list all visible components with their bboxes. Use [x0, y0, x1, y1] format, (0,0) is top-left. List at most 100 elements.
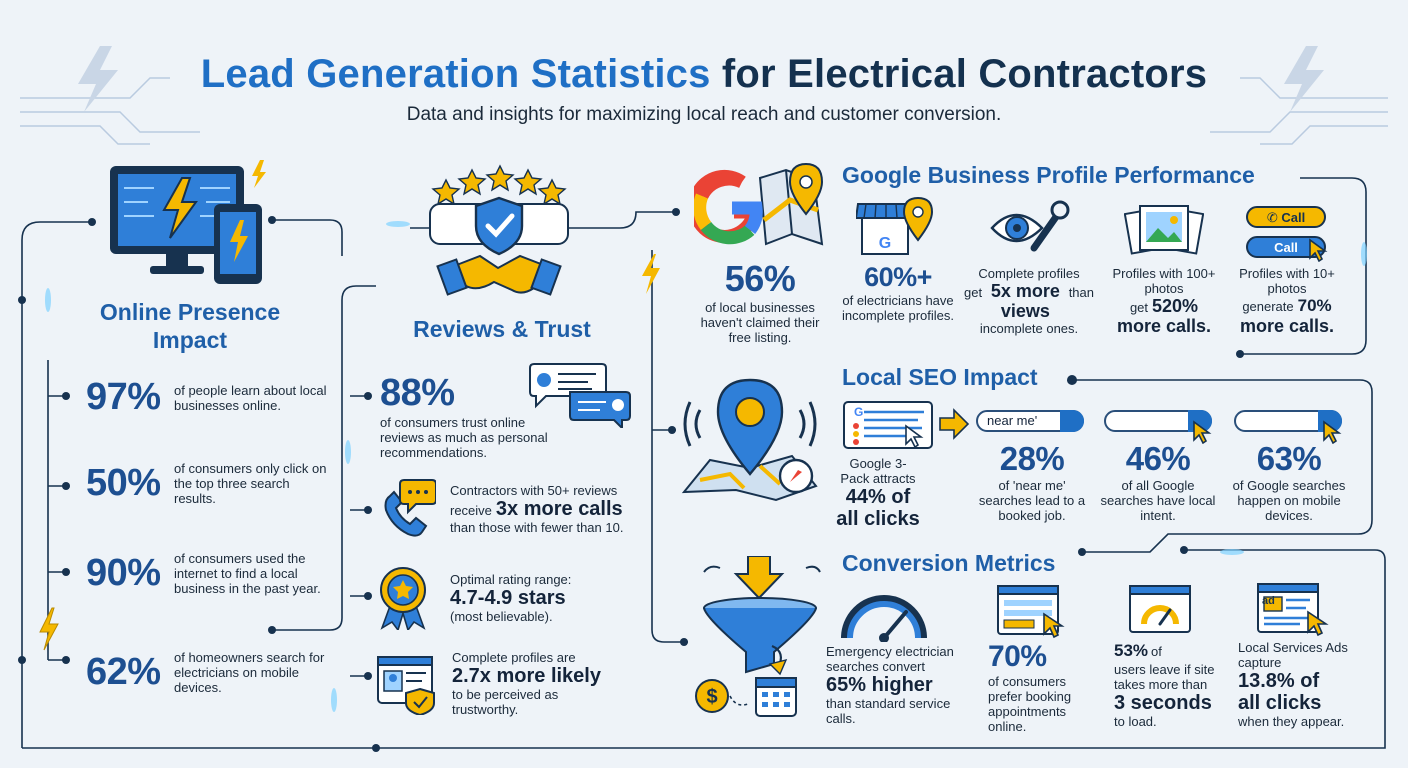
- stat-value: 63%: [1256, 440, 1322, 477]
- gbp-views-highlight: 5x more views: [990, 281, 1060, 321]
- stat-text: of local businesses haven't claimed thei…: [700, 300, 820, 345]
- stat-value: 97%: [86, 376, 161, 418]
- stat-text: of 'near me' searches lead to a booked j…: [978, 478, 1086, 523]
- near-me-search-box: near me': [976, 410, 1084, 432]
- cursor-icon: [1323, 420, 1342, 444]
- stat-97: 97% of people learn about local business…: [86, 376, 334, 419]
- rating-highlight: 4.7-4.9 stars: [450, 587, 566, 609]
- stat-value: 50%: [86, 462, 161, 504]
- conversion-funnel-icon: $: [695, 556, 821, 717]
- google-3pack-stat: Google 3-Pack attracts 44% of all clicks: [836, 456, 920, 530]
- conversion-title: Conversion Metrics: [842, 550, 1056, 576]
- mobile-search-box: [1234, 410, 1342, 432]
- complete-highlight: 2.7x more likely: [452, 665, 601, 687]
- award-badge-icon: [380, 567, 426, 630]
- search-term: near me': [987, 413, 1038, 428]
- call-label: Call: [1281, 210, 1306, 225]
- emergency-post: than standard service calls.: [826, 696, 951, 726]
- google-claim-stat: 56% of local businesses haven't claimed …: [690, 258, 830, 345]
- booking-stat: 70% of consumers prefer booking appointm…: [988, 640, 1098, 734]
- gbp-photos10-highlight: more calls.: [1239, 316, 1335, 336]
- stat-text: of homeowners search for electricians on…: [174, 650, 325, 695]
- rating-pre: Optimal rating range:: [450, 572, 572, 587]
- local-seo-title: Local SEO Impact: [842, 364, 1038, 390]
- cursor-icon: [1309, 238, 1328, 262]
- emergency-highlight: 65% higher: [826, 674, 933, 696]
- lightning-bolt-icon: [642, 254, 660, 294]
- pack-pre: Google 3-Pack attracts: [840, 456, 916, 486]
- svg-text:$: $: [706, 686, 717, 708]
- svg-text:G: G: [854, 405, 863, 419]
- gbp-photos10-percent: 70%: [1297, 296, 1332, 315]
- speedometer-icon: [841, 595, 927, 642]
- stat-value: 62%: [86, 651, 161, 693]
- near-me-stat: 28% of 'near me' searches lead to a book…: [972, 440, 1092, 523]
- stat-text: of electricians have incomplete profiles…: [842, 293, 954, 323]
- speed-value: 53%: [1114, 641, 1149, 660]
- lsa-pre: Local Services Ads capture: [1238, 640, 1348, 670]
- emergency-stat: Emergency electrician searches convert 6…: [826, 644, 974, 726]
- ad-label: ad: [1262, 595, 1275, 607]
- online-presence-title-line2: Impact: [152, 327, 228, 353]
- gbp-views-get: get: [964, 285, 983, 300]
- mobile-search-stat: 63% of Google searches happen on mobile …: [1226, 440, 1352, 523]
- gbp-photos100-percent: 520%: [1152, 296, 1199, 316]
- reviews-trust-title: Reviews & Trust: [413, 316, 591, 342]
- stat-text: of Google searches happen on mobile devi…: [1232, 478, 1346, 523]
- monitor-phone-lightning-icon: [110, 160, 266, 284]
- storefront-pin-icon: G: [856, 196, 934, 255]
- stat-90: 90% of consumers used the internet to fi…: [86, 551, 334, 596]
- stat-value: 46%: [1125, 440, 1191, 477]
- pack-highlight-1: 44% of: [845, 486, 911, 508]
- complete-pre: Complete profiles are: [452, 650, 576, 665]
- search-icon: [1060, 410, 1084, 432]
- stat-text: of consumers trust online reviews as muc…: [380, 415, 548, 460]
- speed-of: of: [1151, 644, 1162, 659]
- phone-icon: ✆: [1266, 210, 1278, 225]
- gbp-views-post: incomplete ones.: [979, 321, 1079, 336]
- gbp-incomplete-stat: 60%+ of electricians have incomplete pro…: [840, 262, 956, 323]
- page-subtitle: Data and insights for maximizing local r…: [406, 104, 1002, 125]
- phone-chat-icon: [384, 479, 436, 537]
- page-title-rest: for Electrical Contractors: [721, 52, 1208, 96]
- pack-highlight-2: all clicks: [836, 508, 920, 530]
- stat-value: 70%: [988, 640, 1047, 673]
- call-button-yellow: ✆ Call: [1246, 206, 1326, 228]
- online-presence-title: Online Presence Impact: [70, 298, 310, 354]
- profile-shield-icon: [377, 655, 435, 715]
- chat-bubbles-icon: [529, 363, 631, 428]
- svg-text:G: G: [879, 235, 891, 252]
- booking-form-icon: [997, 585, 1065, 639]
- stat-50: 50% of consumers only click on the top t…: [86, 461, 334, 506]
- page-title: Lead Generation Statistics for Electrica…: [0, 52, 1408, 97]
- google-3pack-icon: G: [843, 401, 970, 449]
- reviews-calls-post: than those with fewer than 10.: [450, 520, 624, 535]
- reviews-calls-receive: receive: [450, 503, 492, 518]
- stat-text: of all Google searches have local intent…: [1100, 478, 1216, 523]
- reviews-calls-stat: Contractors with 50+ reviews receive 3x …: [376, 478, 623, 540]
- page-speed-stat: 53% of users leave if site takes more th…: [1114, 640, 1226, 729]
- emergency-pre: Emergency electrician searches convert: [826, 644, 954, 674]
- speed-highlight: 3 seconds: [1114, 692, 1212, 714]
- page-load-gauge-icon: [1129, 585, 1191, 633]
- stat-62: 62% of homeowners search for electrician…: [86, 650, 334, 695]
- complete-profiles-stat: Complete profiles are 2.7x more likely t…: [376, 650, 601, 717]
- stat-text: of consumers prefer booking appointments…: [988, 674, 1072, 734]
- gbp-photos10-gen: generate: [1242, 299, 1294, 314]
- local-intent-search-box: [1104, 410, 1212, 432]
- stat-text: of people learn about local businesses o…: [174, 382, 327, 413]
- rating-post: (most believable).: [450, 609, 553, 624]
- speed-post: to load.: [1114, 714, 1157, 729]
- lsa-stat: Local Services Ads capture 13.8% of all …: [1238, 640, 1368, 729]
- cursor-icon: [1193, 420, 1212, 444]
- stat-value: 60%+: [864, 262, 932, 292]
- lightning-bolt-icon: [39, 607, 59, 651]
- page-title-highlight: Lead Generation Statistics: [200, 52, 711, 96]
- reviews-calls-highlight: 3x more calls: [495, 498, 623, 520]
- rating-range-stat: Optimal rating range: 4.7-4.9 stars (mos…: [376, 566, 571, 630]
- map-pin-icon: [681, 378, 818, 502]
- gbp-photos10-stat: Profiles with 10+ photos generate 70% mo…: [1232, 266, 1342, 336]
- stat-value: 56%: [724, 258, 796, 299]
- gbp-views-stat: Complete profiles get 5x more views than…: [964, 266, 1094, 336]
